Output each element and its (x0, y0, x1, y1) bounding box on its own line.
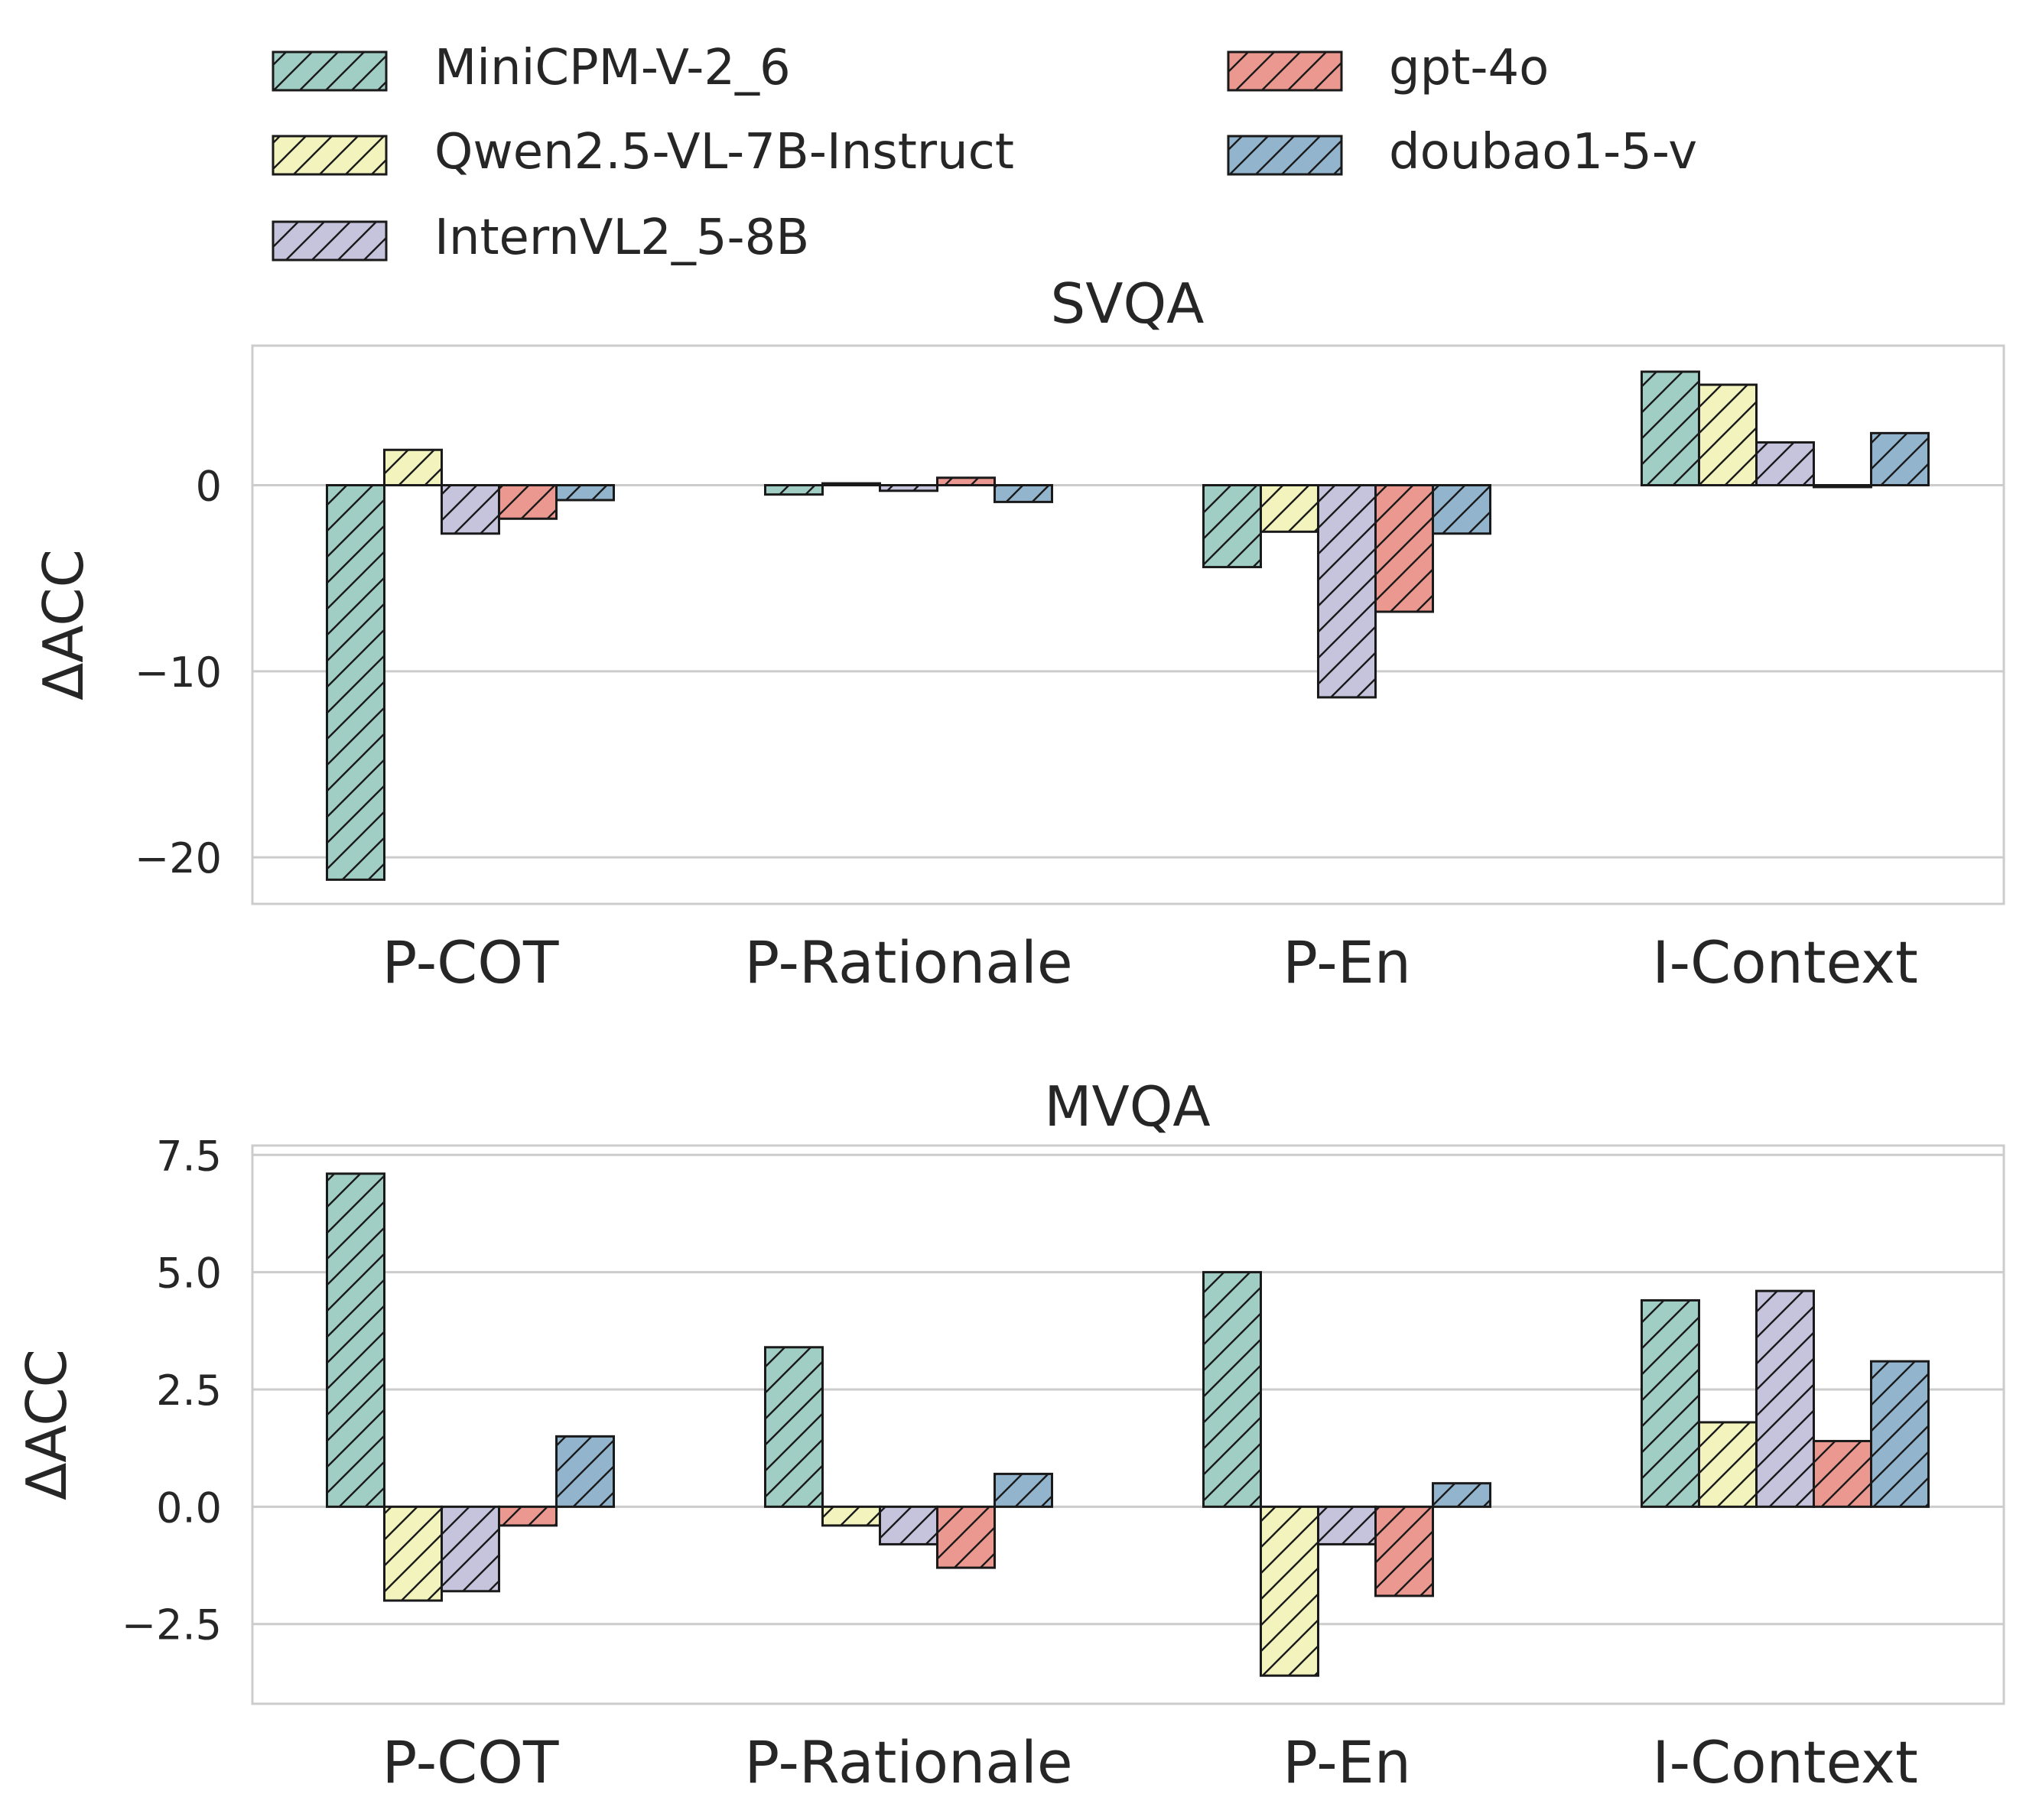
bar-hatch-mvqa-p-rationale-gpt-4o (936, 1505, 996, 1569)
bar-hatch-svqa-p-rationale-qwen2-5-vl-7b-instruct (821, 482, 881, 486)
ytick-label-mvqa-1: 5.0 (156, 1250, 222, 1298)
bar-hatch-svqa-p-cot-minicpm-v-2-6 (326, 484, 385, 881)
xtick-labels-mvqa: P-COT P-Rationale P-En I-Context (382, 1728, 1918, 1796)
xtick-label-svqa-p-en: P-En (1283, 928, 1411, 996)
bar-hatch-svqa-p-en-qwen2-5-vl-7b-instruct (1260, 484, 1319, 533)
legend-label-doubao: doubao1-5-v (1389, 124, 1697, 180)
ytick-label-svqa-2: −20 (135, 834, 222, 882)
bar-hatch-svqa-p-en-minicpm-v-2-6 (1202, 484, 1262, 569)
legend-entry-qwen: Qwen2.5-VL-7B-Instruct (272, 124, 1014, 180)
ytick-labels-svqa: 0 −10 −20 (135, 463, 222, 883)
ytick-label-mvqa-0: 7.5 (156, 1132, 222, 1180)
bar-hatch-mvqa-p-en-minicpm-v-2-6 (1202, 1271, 1262, 1508)
xtick-label-mvqa-p-en: P-En (1283, 1728, 1411, 1796)
xtick-label-mvqa-p-rationale: P-Rationale (744, 1728, 1072, 1796)
bar-hatch-mvqa-p-en-doubao1-5-v (1432, 1482, 1491, 1508)
ytick-label-svqa-1: −10 (135, 648, 222, 697)
legend-hatch-internvl (272, 220, 388, 262)
xtick-label-svqa-i-context: I-Context (1652, 928, 1918, 996)
bar-hatch-svqa-p-cot-gpt-4o (498, 484, 558, 520)
bar-hatch-svqa-p-cot-internvl2-5-8b (441, 484, 500, 535)
bar-hatch-mvqa-i-context-qwen2-5-vl-7b-instruct (1698, 1421, 1758, 1508)
bar-hatch-svqa-p-cot-doubao1-5-v (555, 484, 615, 502)
bar-hatch-svqa-p-en-doubao1-5-v (1432, 484, 1491, 535)
bar-hatch-mvqa-p-en-internvl2-5-8b (1317, 1505, 1377, 1545)
legend: MiniCPM-V-2_6 Qwen2.5-VL-7B-Instruct Int… (272, 40, 1697, 266)
y-axis-label-mvqa: ΔACC (15, 1349, 79, 1500)
bar-hatch-svqa-p-en-internvl2-5-8b (1317, 484, 1377, 699)
bar-hatch-mvqa-p-en-gpt-4o (1374, 1505, 1434, 1597)
bar-hatch-mvqa-p-en-qwen2-5-vl-7b-instruct (1260, 1505, 1319, 1677)
xtick-label-mvqa-i-context: I-Context (1652, 1728, 1918, 1796)
legend-hatch-minicpm (272, 50, 388, 92)
legend-label-qwen: Qwen2.5-VL-7B-Instruct (434, 124, 1014, 180)
gridlines-svqa (252, 484, 2004, 859)
bar-hatch-svqa-i-context-qwen2-5-vl-7b-instruct (1698, 383, 1758, 486)
legend-entry-minicpm: MiniCPM-V-2_6 (272, 40, 791, 96)
bar-hatch-svqa-p-rationale-doubao1-5-v (993, 484, 1053, 503)
chart-svqa: SVQA 0 −10 −20 ΔACC P-COT P-Rationale P-En I-… (31, 271, 2005, 996)
legend-label-gpt4o: gpt-4o (1389, 40, 1549, 96)
bar-hatch-svqa-p-rationale-gpt-4o (936, 476, 996, 486)
bar-hatch-mvqa-p-cot-internvl2-5-8b (441, 1505, 500, 1593)
legend-entry-doubao: doubao1-5-v (1227, 124, 1697, 180)
bar-hatch-mvqa-i-context-gpt-4o (1813, 1439, 1872, 1508)
bars-svqa (326, 370, 1930, 881)
ytick-labels-mvqa: 7.5 5.0 2.5 0.0 −2.5 (122, 1132, 222, 1649)
bars-mvqa (326, 1172, 1930, 1677)
bar-hatch-svqa-i-context-internvl2-5-8b (1755, 441, 1815, 486)
chart-mvqa: MVQA 7.5 5.0 2.5 0.0 −2.5 ΔACC P-COT P-Ration… (15, 1074, 2005, 1796)
bar-hatch-mvqa-p-rationale-minicpm-v-2-6 (764, 1346, 824, 1508)
legend-hatch-doubao (1227, 135, 1343, 176)
legend-hatch-gpt4o (1227, 50, 1343, 92)
bar-hatch-svqa-i-context-minicpm-v-2-6 (1641, 370, 1700, 487)
xtick-label-svqa-p-cot: P-COT (382, 928, 559, 996)
bar-hatch-mvqa-p-cot-doubao1-5-v (555, 1435, 615, 1508)
chart-title-mvqa: MVQA (1044, 1074, 1210, 1139)
y-axis-label-svqa: ΔACC (31, 549, 96, 700)
plot-frame-svqa (251, 344, 2005, 905)
gridlines-mvqa (252, 1153, 2004, 1626)
bar-hatch-svqa-p-en-gpt-4o (1374, 484, 1434, 613)
bar-hatch-mvqa-p-cot-qwen2-5-vl-7b-instruct (383, 1505, 443, 1602)
legend-label-minicpm: MiniCPM-V-2_6 (434, 40, 791, 96)
bar-hatch-mvqa-p-rationale-qwen2-5-vl-7b-instruct (821, 1505, 881, 1527)
legend-hatch-qwen (272, 135, 388, 176)
bar-hatch-mvqa-p-cot-gpt-4o (498, 1505, 558, 1527)
xtick-labels-svqa: P-COT P-Rationale P-En I-Context (382, 928, 1918, 996)
legend-label-internvl: InternVL2_5-8B (434, 210, 809, 266)
bar-hatch-mvqa-p-rationale-doubao1-5-v (993, 1472, 1053, 1508)
bar-hatch-mvqa-i-context-internvl2-5-8b (1755, 1289, 1815, 1508)
bar-hatch-mvqa-p-rationale-internvl2-5-8b (879, 1505, 938, 1545)
bar-hatch-mvqa-i-context-minicpm-v-2-6 (1641, 1298, 1700, 1508)
xtick-label-mvqa-p-cot: P-COT (382, 1728, 559, 1796)
bar-hatch-svqa-p-rationale-minicpm-v-2-6 (764, 484, 824, 496)
ytick-label-svqa-0: 0 (196, 463, 222, 511)
bar-hatch-mvqa-p-cot-minicpm-v-2-6 (326, 1172, 385, 1508)
plot-frame-mvqa (251, 1144, 2005, 1705)
legend-entry-gpt4o: gpt-4o (1227, 40, 1549, 96)
bar-hatch-svqa-p-cot-qwen2-5-vl-7b-instruct (383, 448, 443, 486)
ytick-label-mvqa-2: 2.5 (156, 1367, 222, 1415)
chart-title-svqa: SVQA (1051, 271, 1205, 336)
bar-hatch-svqa-p-rationale-internvl2-5-8b (879, 484, 938, 492)
bar-hatch-svqa-i-context-gpt-4o (1813, 484, 1872, 489)
bar-hatch-svqa-i-context-doubao1-5-v (1870, 431, 1930, 486)
bar-hatch-mvqa-i-context-doubao1-5-v (1870, 1360, 1930, 1508)
ytick-label-mvqa-4: −2.5 (122, 1601, 222, 1649)
ytick-label-mvqa-3: 0.0 (156, 1484, 222, 1532)
xtick-label-svqa-p-rationale: P-Rationale (744, 928, 1072, 996)
legend-entry-internvl: InternVL2_5-8B (272, 210, 809, 266)
